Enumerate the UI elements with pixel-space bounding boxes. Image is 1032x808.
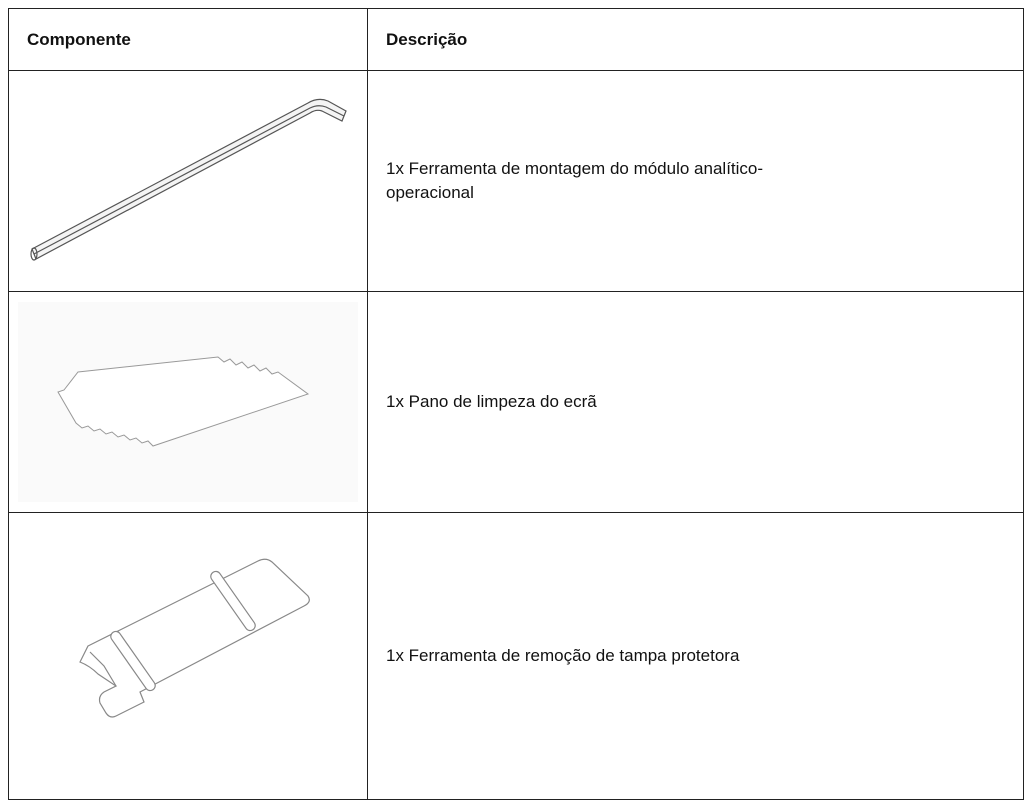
image-cell xyxy=(8,70,368,292)
description-cell: 1x Ferramenta de montagem do módulo anal… xyxy=(367,70,1024,292)
row: 1x Ferramenta de remoção de tampa protet… xyxy=(8,512,1024,800)
image-cell xyxy=(8,512,368,800)
description-cell: 1x Ferramenta de remoção de tampa protet… xyxy=(367,512,1024,800)
hex-key-image xyxy=(30,98,347,261)
header-cell: Componente xyxy=(8,8,368,71)
components-table: Componente Descrição 1x Ferramenta de mo… xyxy=(8,8,1024,800)
row: 1x Ferramenta de montagem do módulo anal… xyxy=(8,70,1024,292)
description-cell: 1x Pano de limpeza do ecrã xyxy=(367,291,1024,513)
description: 1x Pano de limpeza do ecrã xyxy=(386,392,597,411)
header-row: Componente Descrição xyxy=(8,8,1024,71)
header-cell: Descrição xyxy=(367,8,1024,71)
description: 1x Ferramenta de montagem do módulo anal… xyxy=(386,159,764,202)
description: 1x Ferramenta de remoção de tampa protet… xyxy=(386,646,740,665)
cap-tool-image xyxy=(79,558,310,718)
cloth-image xyxy=(18,302,358,502)
row: 1x Pano de limpeza do ecrã xyxy=(8,291,1024,513)
image-cell xyxy=(8,291,368,513)
